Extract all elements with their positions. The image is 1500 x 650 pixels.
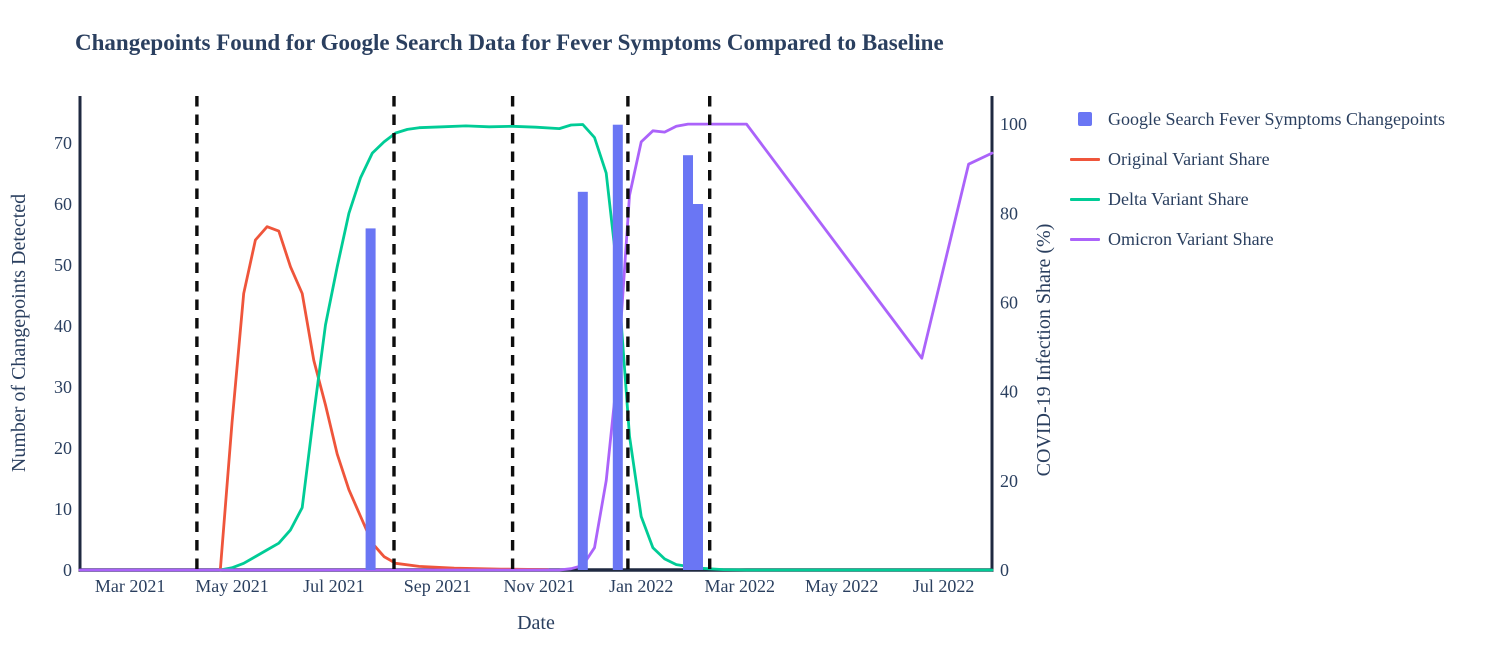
x-tick-label: Mar 2022 — [705, 576, 776, 596]
legend-item-omicron-variant[interactable]: Omicron Variant Share — [1068, 219, 1445, 259]
x-tick-label: May 2021 — [195, 576, 269, 596]
y-left-tick-label: 70 — [54, 133, 72, 153]
legend-label: Omicron Variant Share — [1108, 228, 1274, 249]
y-right-tick-label: 100 — [1000, 114, 1027, 134]
y-left-tick-label: 10 — [54, 499, 72, 519]
y-left-tick-label: 0 — [63, 560, 72, 580]
y-right-tick-label: 80 — [1000, 203, 1018, 223]
chart-title: Changepoints Found for Google Search Dat… — [75, 30, 944, 55]
x-tick-label: Jan 2022 — [609, 576, 674, 596]
y-left-tick-label: 40 — [54, 316, 72, 336]
original-variant-share-line — [218, 225, 550, 572]
y-right-tick-label: 40 — [1000, 382, 1018, 402]
legend-item-changepoints[interactable]: Google Search Fever Symptoms Changepoint… — [1068, 99, 1445, 139]
y-right-tick-label: 60 — [1000, 293, 1018, 313]
changepoint-bar — [365, 228, 376, 570]
legend-item-original-variant[interactable]: Original Variant Share — [1068, 139, 1445, 179]
omicron-line-icon — [1070, 237, 1100, 241]
omicron-variant-share-line — [78, 122, 994, 572]
y-right-tick-label: 0 — [1000, 560, 1009, 580]
x-tick-label: Jul 2022 — [913, 576, 975, 596]
changepoint-bar — [612, 124, 623, 570]
changepoints-square-icon — [1078, 112, 1092, 126]
tick-labels: 0 10 20 30 40 50 60 70 0 20 40 60 80 100 Mar 2021 May 2… — [54, 114, 1027, 596]
legend-item-delta-variant[interactable]: Delta Variant Share — [1068, 179, 1445, 219]
x-tick-label: Nov 2021 — [504, 576, 576, 596]
legend-label: Original Variant Share — [1108, 148, 1270, 169]
delta-variant-share-line — [218, 123, 994, 572]
y-right-tick-label: 20 — [1000, 471, 1018, 491]
original-line-icon — [1070, 157, 1100, 161]
dashed-vlines — [195, 96, 712, 574]
delta-line-icon — [1070, 197, 1100, 201]
x-tick-label: May 2022 — [805, 576, 879, 596]
legend-label: Google Search Fever Symptoms Changepoint… — [1108, 108, 1445, 129]
x-axis-title: Date — [517, 612, 555, 634]
changepoint-bar — [683, 155, 693, 570]
y-left-tick-label: 30 — [54, 377, 72, 397]
changepoint-bar — [577, 191, 588, 571]
legend: Google Search Fever Symptoms Changepoint… — [1068, 99, 1445, 259]
y-axis-right-title: COVID-19 Infection Share (%) — [1033, 224, 1055, 477]
legend-label: Delta Variant Share — [1108, 188, 1249, 209]
changepoint-bar — [693, 204, 703, 570]
axes — [78, 96, 994, 572]
x-tick-label: Mar 2021 — [95, 576, 166, 596]
y-left-tick-label: 60 — [54, 194, 72, 214]
y-left-tick-label: 50 — [54, 255, 72, 275]
y-axis-left-title: Number of Changepoints Detected — [8, 194, 30, 472]
x-tick-label: Sep 2021 — [404, 576, 472, 596]
series-lines — [78, 122, 994, 572]
changepoint-bars — [365, 124, 703, 571]
x-tick-label: Jul 2021 — [303, 576, 365, 596]
y-left-tick-label: 20 — [54, 438, 72, 458]
